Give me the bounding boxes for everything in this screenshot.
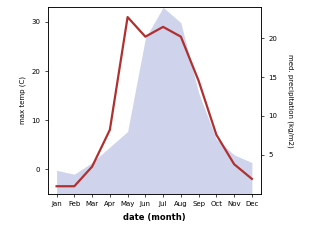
Y-axis label: max temp (C): max temp (C) [19, 76, 25, 124]
Y-axis label: med. precipitation (kg/m2): med. precipitation (kg/m2) [287, 53, 294, 147]
X-axis label: date (month): date (month) [123, 213, 185, 222]
